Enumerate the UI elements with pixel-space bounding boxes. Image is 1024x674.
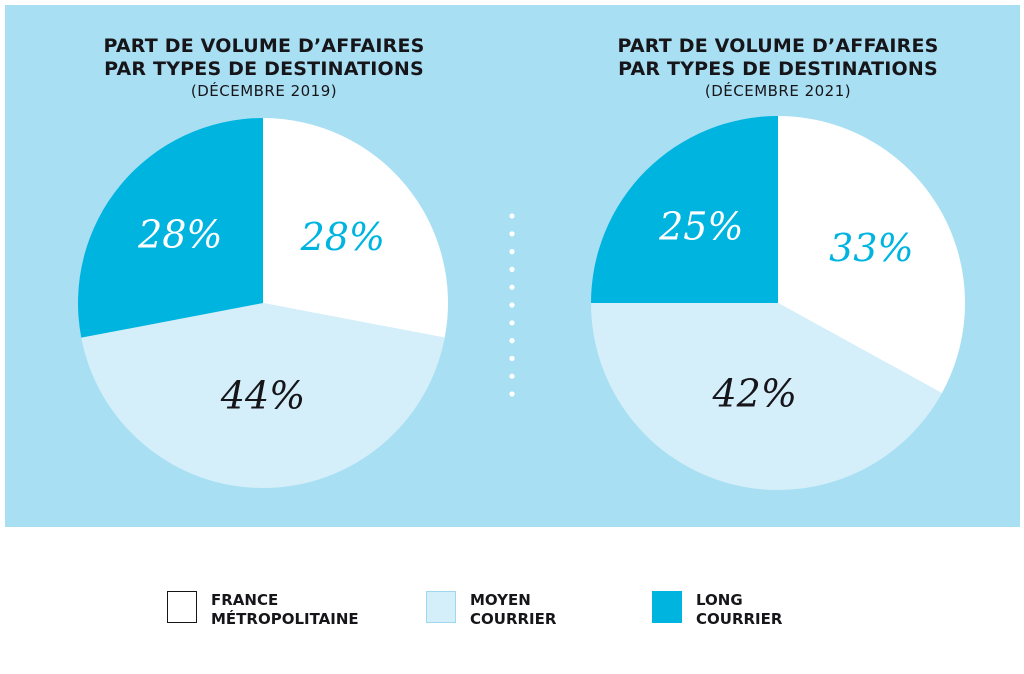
separator-dot xyxy=(509,391,515,397)
pie-slice-moyen-2019 xyxy=(81,303,445,489)
separator-dot xyxy=(509,373,515,379)
separator-dot xyxy=(509,249,515,255)
pie-slice-france-2019 xyxy=(263,118,448,338)
separator-dot xyxy=(509,355,515,361)
pie-slice-long-2021 xyxy=(591,116,778,303)
separator-dot xyxy=(509,338,515,344)
pie-slice-moyen-2021 xyxy=(591,303,942,491)
pie-label-long-2019: 28% xyxy=(137,213,222,257)
chart-subtitle-2021: (DÉCEMBRE 2021) xyxy=(704,82,852,100)
separator-dot xyxy=(509,231,515,237)
chart-title-2021: PART DE VOLUME D’AFFAIRES PAR TYPES DE D… xyxy=(558,35,998,101)
pie-slice-france-2021 xyxy=(778,116,966,394)
pie-label-france-2021: 33% xyxy=(829,226,913,270)
chart-title-2019-line-1: PART DE VOLUME D’AFFAIRES xyxy=(103,35,425,57)
pie-label-france-2019: 28% xyxy=(300,215,385,259)
chart-title-2021-line-2: PAR TYPES DE DESTINATIONS xyxy=(618,58,938,80)
pie-label-moyen-2021: 42% xyxy=(712,372,797,416)
chart-title-2021-line-1: PART DE VOLUME D’AFFAIRES xyxy=(617,35,939,57)
pie-label-moyen-2019: 44% xyxy=(220,374,305,418)
chart-title-2019: PART DE VOLUME D’AFFAIRES PAR TYPES DE D… xyxy=(44,35,484,101)
separator-dot xyxy=(509,213,515,219)
separator-dot xyxy=(509,302,515,308)
chart-title-2019-line-2: PAR TYPES DE DESTINATIONS xyxy=(104,58,424,80)
separator-dot xyxy=(509,284,515,290)
separator-dot xyxy=(509,266,515,272)
separator-dot xyxy=(509,320,515,326)
pie-slice-long-2019 xyxy=(77,118,263,338)
pie-label-long-2021: 25% xyxy=(658,204,743,248)
chart-subtitle-2019: (DÉCEMBRE 2019) xyxy=(190,82,338,100)
